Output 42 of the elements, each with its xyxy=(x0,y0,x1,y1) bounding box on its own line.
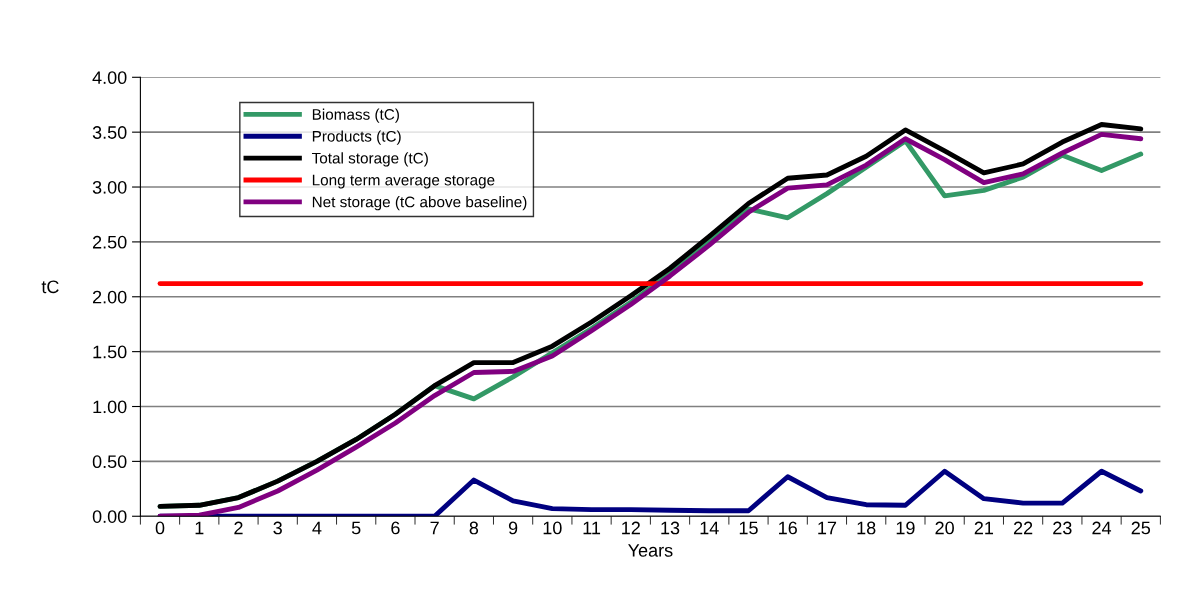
x-tick-label: 12 xyxy=(622,521,640,535)
x-tick-label: 16 xyxy=(779,521,797,535)
x-tick-label: 7 xyxy=(430,521,439,535)
x-tick-label: 21 xyxy=(974,521,994,535)
x-tick-label: 14 xyxy=(700,521,719,535)
x-tick-label: 19 xyxy=(896,521,915,535)
legend-label: Biomass (tC) xyxy=(312,108,399,123)
legend-label: Total storage (tC) xyxy=(311,152,428,167)
legend-label: Long term average storage xyxy=(312,174,495,189)
x-tick-label: 13 xyxy=(661,521,680,535)
x-tick-label: 11 xyxy=(583,521,601,535)
y-tick-label: 0.00 xyxy=(92,510,127,523)
x-tick-label: 2 xyxy=(234,521,243,535)
x-tick-label: 5 xyxy=(351,521,361,535)
x-tick-label: 17 xyxy=(818,521,837,535)
y-tick-label: 1.50 xyxy=(93,345,127,359)
x-tick-label: 8 xyxy=(469,521,479,535)
x-axis-title: Years xyxy=(628,544,673,557)
x-tick-label: 1 xyxy=(195,521,204,535)
x-tick-label: 20 xyxy=(935,521,954,535)
legend-label: Net storage (tC above baseline) xyxy=(312,196,527,211)
y-tick-label: 2.50 xyxy=(92,235,127,249)
y-axis-title: tC xyxy=(41,280,59,294)
x-tick-label: 15 xyxy=(739,521,758,535)
x-tick-label: 25 xyxy=(1131,521,1151,535)
x-tick-label: 18 xyxy=(857,521,876,535)
x-tick-label: 22 xyxy=(1013,521,1033,535)
x-tick-label: 9 xyxy=(508,521,518,535)
x-tick-label: 0 xyxy=(155,521,165,535)
x-tick-label: 4 xyxy=(312,521,322,535)
y-tick-label: 1.00 xyxy=(93,400,127,414)
x-tick-label: 23 xyxy=(1053,521,1072,535)
y-tick-label: 0.50 xyxy=(92,455,127,469)
y-tick-label: 3.00 xyxy=(92,180,127,194)
x-tick-label: 6 xyxy=(391,521,400,535)
x-tick-label: 3 xyxy=(273,521,282,535)
x-tick-label: 10 xyxy=(543,521,562,535)
x-tick-label: 24 xyxy=(1092,521,1112,535)
legend-label: Products (tC) xyxy=(312,130,401,145)
y-tick-label: 2.00 xyxy=(92,290,127,304)
y-tick-label: 4.00 xyxy=(92,71,127,85)
y-tick-label: 3.50 xyxy=(92,126,127,139)
